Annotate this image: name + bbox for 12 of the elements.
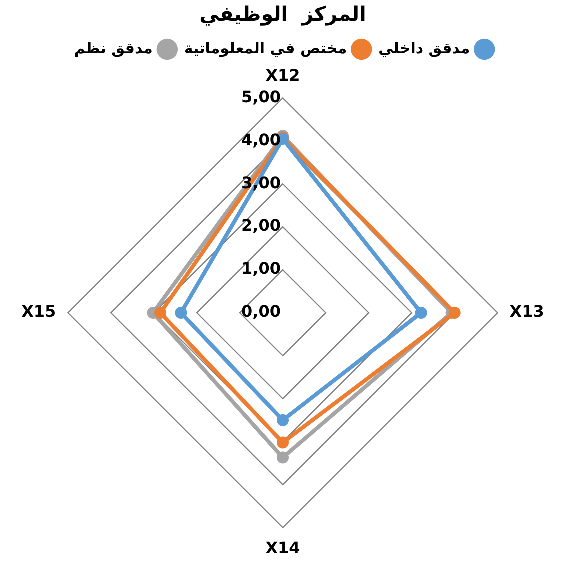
chart-title: المركز الوظيفي [200,2,366,26]
spoke-label: X14 [266,538,300,558]
spoke-label: X13 [510,302,544,322]
legend-label: مدقق نظم [74,39,153,58]
legend-label: مختص في المعلوماتية [184,39,348,58]
spoke-label: X12 [266,66,300,85]
y-tick-label: 0,00 [242,302,281,322]
y-tick-label: 2,00 [242,216,281,236]
spoke-label: X15 [22,302,56,322]
y-tick-label: 5,00 [242,87,281,106]
legend-label: مدقق داخلي [378,39,470,58]
y-tick-label: 1,00 [242,259,281,278]
